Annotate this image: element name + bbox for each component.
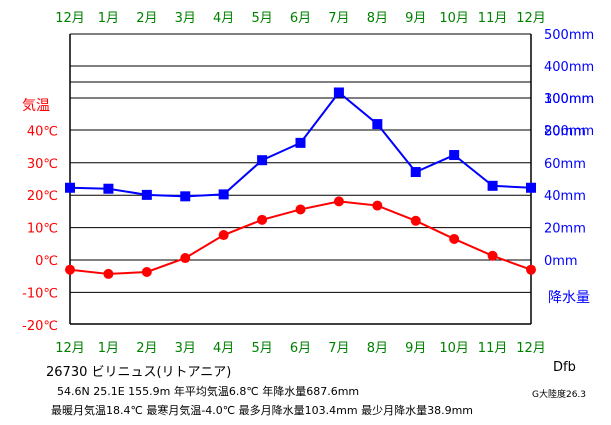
data-point bbox=[333, 196, 344, 207]
data-point bbox=[103, 183, 114, 194]
month-label-top: 12月 bbox=[516, 11, 546, 26]
month-label-top: 5月 bbox=[251, 11, 272, 26]
data-point bbox=[487, 250, 498, 261]
station-title: 26730 ビリニュス(リトアニア) bbox=[46, 365, 232, 380]
month-label-bottom: 6月 bbox=[290, 341, 311, 356]
month-label-bottom: 8月 bbox=[367, 341, 388, 356]
month-label-top: 9月 bbox=[405, 11, 426, 26]
left-tick-label: 20℃ bbox=[27, 189, 58, 204]
tick-labels: 12月 12月 1月 1月 2月 2月 3月 3月 4月 4月 5月 5月 6月 6月 7月 7月 8月 8月 9月… bbox=[22, 11, 594, 356]
station-summary-line1: 54.6N 25.1E 155.9m 年平均気温6.8℃ 年降水量687.6mm bbox=[57, 385, 360, 398]
month-label-bottom: 2月 bbox=[136, 341, 157, 356]
month-label-top: 1月 bbox=[98, 11, 119, 26]
data-point bbox=[141, 266, 152, 277]
month-label-bottom: 3月 bbox=[175, 341, 196, 356]
chart-series bbox=[65, 87, 536, 279]
data-point bbox=[103, 268, 114, 279]
month-label-top: 10月 bbox=[439, 11, 469, 26]
right-tick-label: 20mm bbox=[544, 222, 586, 237]
data-point bbox=[295, 137, 306, 148]
month-label-top: 12月 bbox=[55, 11, 85, 26]
month-label-bottom: 11月 bbox=[478, 341, 508, 356]
station-summary-line2: 最暖月気温18.4℃ 最寒月気温-4.0℃ 最多月降水量103.4mm 最少月降… bbox=[51, 404, 473, 417]
right-axis-title: 降水量 bbox=[548, 290, 590, 306]
left-tick-label: 0℃ bbox=[35, 254, 58, 269]
month-label-top: 3月 bbox=[175, 11, 196, 26]
month-label-bottom: 4月 bbox=[213, 341, 234, 356]
left-tick-label: 30℃ bbox=[27, 157, 58, 172]
data-point bbox=[372, 200, 383, 211]
data-point bbox=[372, 119, 383, 130]
right-tick-label: 100mm bbox=[544, 92, 594, 107]
month-label-bottom: 10月 bbox=[439, 341, 469, 356]
data-point bbox=[295, 204, 306, 215]
month-label-bottom: 12月 bbox=[516, 341, 546, 356]
month-label-top: 7月 bbox=[328, 11, 349, 26]
month-label-bottom: 7月 bbox=[328, 341, 349, 356]
right-tick-label: 200mm bbox=[544, 124, 594, 139]
month-label-top: 11月 bbox=[478, 11, 508, 26]
data-point bbox=[410, 215, 421, 226]
month-label-bottom: 5月 bbox=[251, 341, 272, 356]
left-tick-label: -20℃ bbox=[22, 319, 58, 334]
month-label-top: 2月 bbox=[136, 11, 157, 26]
data-point bbox=[333, 87, 344, 98]
data-point bbox=[180, 253, 191, 264]
data-point bbox=[449, 233, 460, 244]
month-label-top: 8月 bbox=[367, 11, 388, 26]
data-point bbox=[257, 214, 268, 225]
right-tick-label: 80mm bbox=[544, 124, 586, 139]
chart-axes bbox=[69, 34, 532, 325]
data-point bbox=[218, 189, 229, 200]
data-point bbox=[526, 182, 536, 193]
chart-grid bbox=[70, 33, 531, 293]
month-label-bottom: 9月 bbox=[405, 341, 426, 356]
left-axis-title: 気温 bbox=[22, 98, 50, 114]
climate-class: Dfb bbox=[553, 360, 576, 375]
right-tick-label: 60mm bbox=[544, 157, 586, 172]
month-label-top: 4月 bbox=[213, 11, 234, 26]
right-tick-label: 400mm bbox=[544, 60, 594, 75]
left-tick-label: 10℃ bbox=[27, 222, 58, 237]
left-tick-label: -10℃ bbox=[22, 286, 58, 301]
right-tick-label: 300mm bbox=[544, 92, 594, 107]
right-tick-label: 500mm bbox=[544, 28, 594, 43]
right-tick-label: 0mm bbox=[544, 254, 578, 269]
month-label-top: 6月 bbox=[290, 11, 311, 26]
data-point bbox=[141, 189, 152, 200]
data-point bbox=[410, 167, 421, 178]
month-label-bottom: 1月 bbox=[98, 341, 119, 356]
data-point bbox=[257, 155, 268, 166]
right-tick-label: 40mm bbox=[544, 189, 586, 204]
data-point bbox=[218, 230, 229, 241]
data-point bbox=[449, 150, 460, 161]
data-point bbox=[526, 264, 536, 275]
data-point bbox=[487, 180, 498, 191]
data-point bbox=[180, 191, 191, 202]
left-tick-label: 40℃ bbox=[27, 124, 58, 139]
continentality-index: G大陸度26.3 bbox=[532, 390, 587, 400]
data-point bbox=[65, 264, 75, 275]
data-point bbox=[65, 182, 75, 193]
month-label-bottom: 12月 bbox=[55, 341, 85, 356]
